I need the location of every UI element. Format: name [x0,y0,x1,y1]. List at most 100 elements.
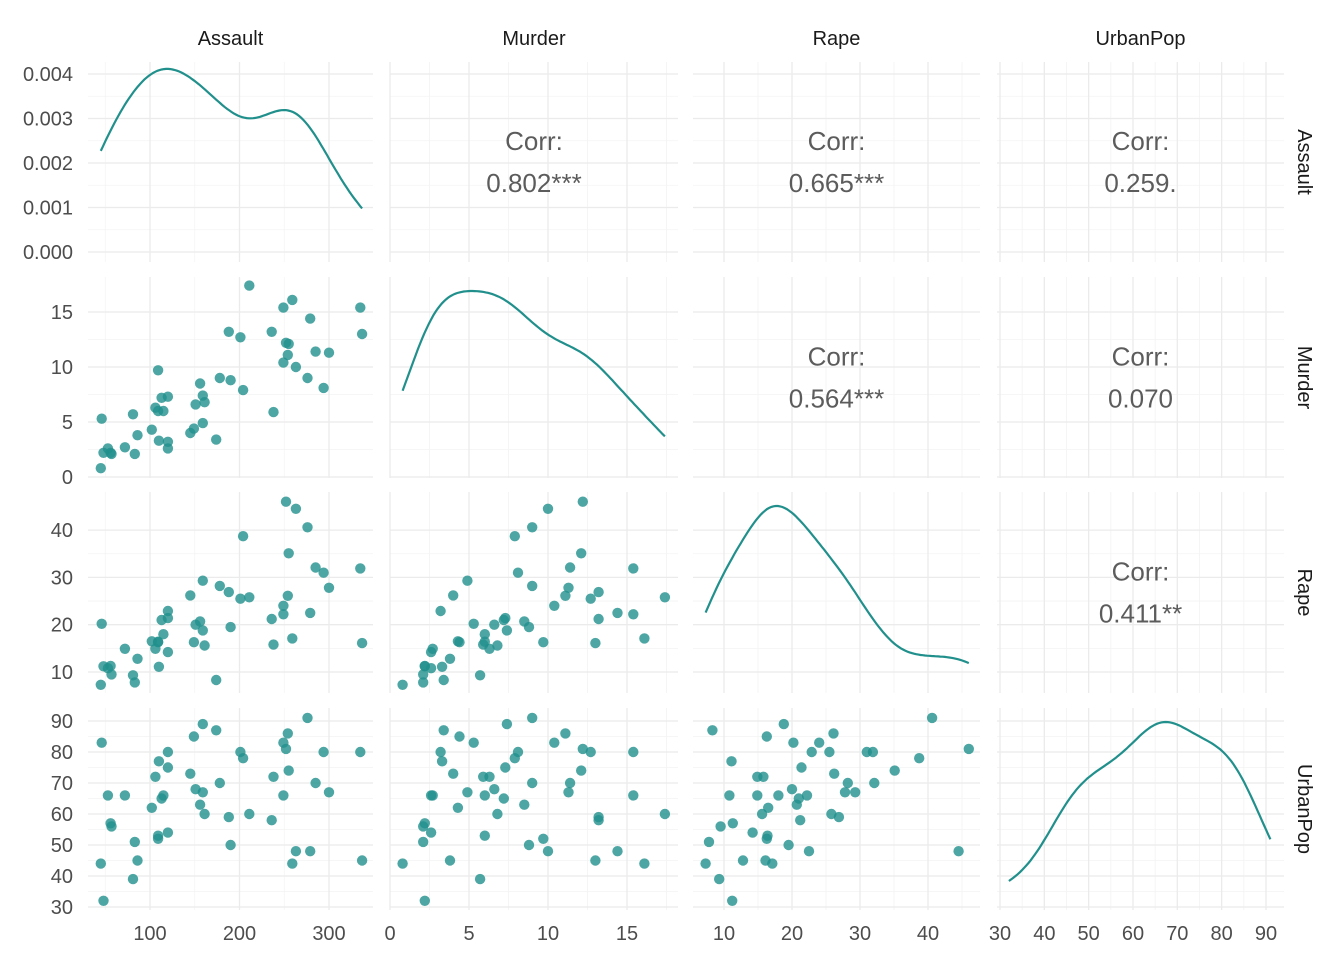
scatter-point [102,663,114,674]
scatter-point [162,746,174,758]
scatter-point [538,833,549,844]
scatter-point [153,756,165,767]
scatter-point [102,790,114,801]
scatter-point [773,790,784,801]
scatter-point [397,679,408,690]
scatter-point [185,590,196,601]
scatter-point [188,731,200,742]
scatter-point [612,607,623,619]
scatter-point [223,811,234,823]
scatter-point [869,777,880,789]
scatter-point [190,399,201,410]
corr-value: 0.665*** [789,168,884,198]
scatter-point [700,858,711,869]
scatter-point [427,643,438,654]
corr-value: 0.411** [1099,599,1182,629]
scatter-point [237,531,249,542]
corr-value: 0.259. [1104,168,1176,198]
scatter-point [806,746,817,758]
y-tick-label: 80 [51,742,73,764]
scatter-point [162,605,174,617]
scatter-point [462,787,473,798]
scatter-point [795,815,806,826]
scatter-point [96,737,107,748]
scatter-point [132,430,143,441]
scatter-point [290,361,302,373]
scatter-point [564,562,576,573]
scatter-point [527,712,538,724]
x-tick-label: 300 [312,923,345,945]
scatter-point [489,784,500,795]
scatter-point [225,621,236,633]
scatter-point [150,402,161,413]
column-strip-label: UrbanPop [1095,28,1185,50]
row-strip-label: Murder [1293,346,1315,410]
scatter-point [397,858,408,869]
scatter-point [418,677,429,688]
scatter-point [796,762,807,773]
scatter-point [484,771,495,782]
x-tick-label: 10 [537,923,559,945]
scatter-point [425,663,437,674]
scatter-point [318,746,329,758]
x-tick-label: 50 [1078,923,1100,945]
scatter-point [953,846,964,857]
scatter-point [963,743,974,755]
scatter-point [244,280,255,291]
scatter-point [484,643,495,654]
y-tick-label: 5 [62,412,73,434]
scatter-point [194,378,206,389]
scatter-point [355,563,366,574]
x-tick-label: 60 [1122,923,1144,945]
scatter-point [185,768,196,779]
scatter-point [150,771,161,782]
density-curve-assault [99,67,363,210]
scatter-point [244,808,255,820]
x-tick-label: 5 [463,923,474,945]
scatter-point [162,827,174,838]
scatter-point [162,762,174,773]
scatter-point [438,725,449,736]
scatter-point [355,746,366,758]
scatter-point [752,771,763,782]
scatter-point [747,827,758,838]
scatter-point [290,846,302,857]
scatter-point [278,600,289,611]
scatter-point [287,858,298,869]
scatter-point [418,821,429,832]
row-strip-label: UrbanPop [1293,764,1315,854]
scatter-point [282,349,293,361]
scatter-point [435,605,446,617]
panel-rape-assault [88,492,373,693]
scatter-point [549,737,560,748]
scatter-point [127,670,139,681]
scatter-point [119,790,131,801]
scatter-point [824,746,835,758]
scatter-point [197,417,208,429]
scatter-point [305,846,316,857]
scatter-point [628,609,639,620]
scatter-point [501,718,513,730]
scatter-point [454,731,465,742]
scatter-point [95,858,107,869]
scatter-point [829,768,840,779]
y-tick-label: 0 [62,467,73,489]
corr-value: 0.802*** [486,168,581,198]
scatter-point [474,873,486,885]
y-tick-label: 15 [51,302,73,324]
scatter-point [590,855,601,866]
scatter-point [132,855,143,866]
scatter-point [197,625,208,636]
scatter-point [560,728,571,739]
scatter-point [95,463,107,474]
scatter-point [318,382,329,394]
x-tick-label: 80 [1211,923,1233,945]
scatter-point [492,640,503,651]
scatter-point [714,873,725,885]
scatter-point [199,640,210,651]
scatter-point [801,790,813,801]
scatter-point [590,637,601,649]
scatter-point [158,629,169,640]
panel-assault-assault [88,62,373,262]
scatter-point [290,503,302,514]
